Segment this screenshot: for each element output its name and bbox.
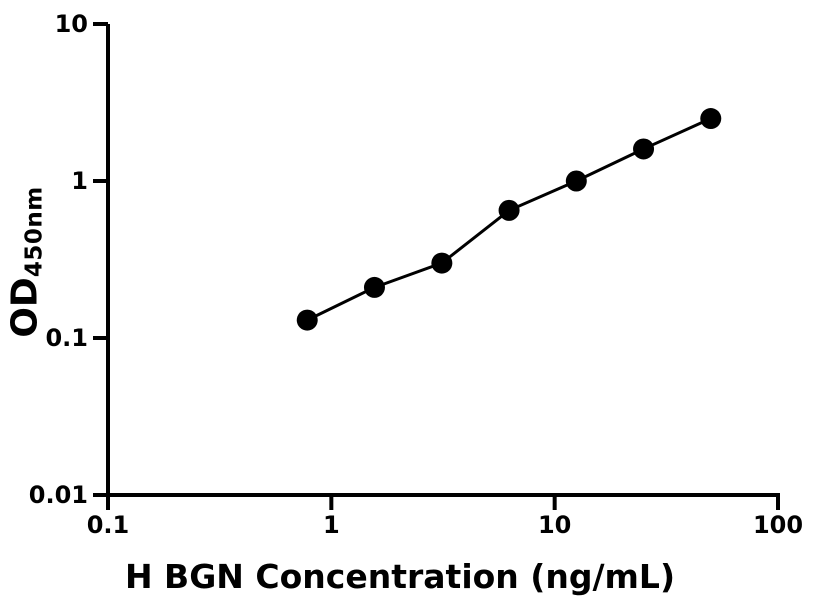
x-tick-label: 0.1 [87,511,130,539]
data-point [296,309,318,331]
y-axis-title-subscript: 450nm [21,186,48,278]
y-axis-title: OD450nm [4,186,57,337]
axes [106,24,780,497]
data-point [431,252,453,274]
y-axis-title-main: OD [4,277,46,338]
data-point [363,276,385,298]
x-tick-label: 10 [538,511,571,539]
y-tick-label: 0.01 [29,481,88,509]
x-tick-label: 1 [323,511,340,539]
y-tick-label: 0.1 [45,324,88,352]
x-axis-title-text: H BGN Concentration (ng/mL) [124,557,676,596]
x-tick-label: 100 [753,511,803,539]
y-tick-label: 10 [55,10,88,38]
data-point [700,108,722,130]
data-series [296,108,722,331]
data-point [565,170,587,192]
x-axis-title: H BGN Concentration (ng/mL) [0,557,800,597]
data-point [498,199,520,221]
data-point [633,138,655,160]
axis-ticks [93,22,780,510]
y-tick-label: 1 [71,167,88,195]
